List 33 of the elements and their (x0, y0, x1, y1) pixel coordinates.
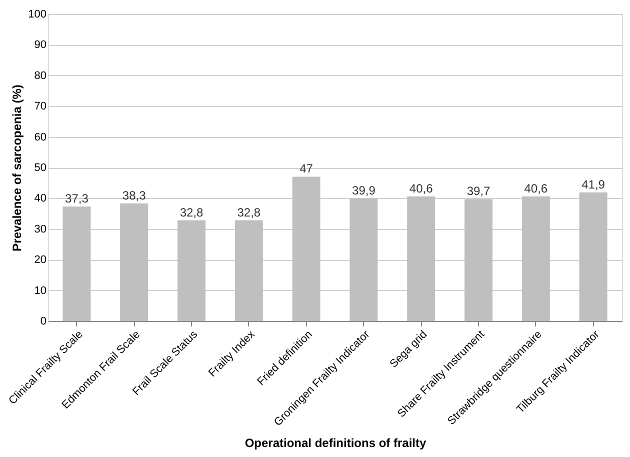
y-tick-label: 50 (34, 162, 46, 174)
data-label: 47 (300, 162, 314, 176)
bar (120, 203, 148, 321)
data-label: 41,9 (582, 177, 606, 192)
y-tick-label: 0 (40, 316, 46, 328)
bar (407, 196, 436, 321)
data-label: 37,3 (65, 191, 89, 206)
data-label: 40,6 (524, 181, 548, 196)
data-label: 39,7 (466, 184, 490, 198)
y-tick-label: 10 (34, 284, 46, 297)
y-tick-label: 20 (34, 254, 46, 266)
bar (579, 192, 608, 321)
data-label: 38,3 (122, 188, 146, 202)
y-tick-label: 80 (34, 70, 46, 82)
bar (292, 176, 320, 321)
data-label: 32,8 (237, 205, 261, 220)
y-tick-label: 90 (34, 39, 46, 52)
y-tick-label: 60 (34, 131, 46, 144)
bar (178, 220, 206, 321)
bar (234, 220, 263, 321)
bar (350, 198, 378, 321)
x-axis-title: Operational definitions of frailty (244, 436, 426, 450)
y-tick-label: 30 (34, 223, 46, 236)
y-tick-label: 70 (34, 100, 46, 113)
y-tick-label: 40 (34, 192, 46, 205)
y-tick-label: 100 (28, 8, 46, 20)
data-label: 40,6 (409, 181, 434, 196)
bar (464, 199, 492, 321)
data-label: 32,8 (180, 205, 204, 220)
bar (62, 206, 91, 321)
y-axis-title: Prevalence of sarcopenia (%) (10, 84, 24, 252)
bar (522, 196, 550, 321)
data-label: 39,9 (352, 184, 376, 198)
